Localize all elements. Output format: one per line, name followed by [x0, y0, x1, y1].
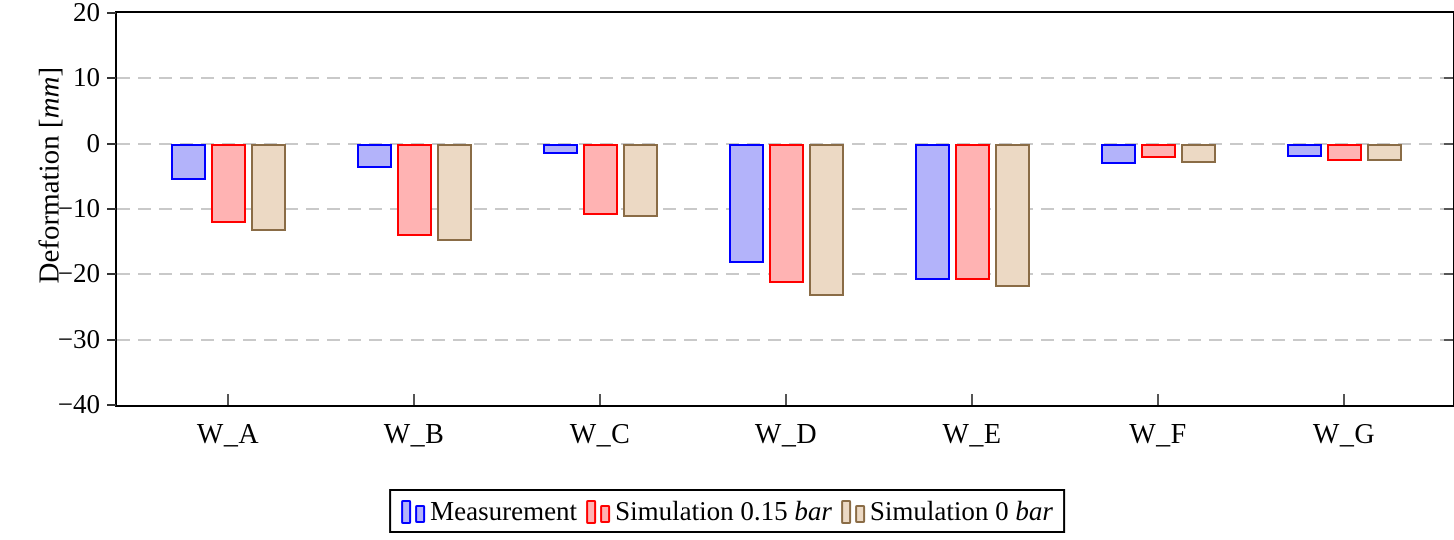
bar	[1286, 143, 1322, 158]
y-axis-tick	[107, 208, 116, 210]
bar	[250, 143, 286, 231]
bar	[210, 143, 246, 223]
bar	[994, 143, 1030, 287]
legend-label-part: Measurement	[430, 496, 578, 526]
legend-bar-swatch	[401, 500, 412, 524]
x-axis-tick	[1343, 394, 1345, 405]
legend-label-part: bar	[794, 496, 832, 526]
bar	[396, 143, 432, 236]
y-axis-tick	[107, 404, 116, 406]
bar	[582, 143, 618, 215]
x-axis-tick	[785, 394, 787, 405]
y-tick-label: 10	[73, 62, 100, 93]
bar	[170, 143, 206, 180]
legend-marker-icon	[840, 498, 865, 524]
legend-bar-swatch	[586, 500, 597, 524]
legend-bar-swatch	[415, 505, 426, 523]
y-axis-tick	[107, 77, 116, 80]
y-axis-tick	[107, 338, 116, 341]
legend-label-part: Simulation 0.15	[615, 496, 795, 526]
y-tick-label: −20	[57, 258, 100, 289]
gridline	[117, 77, 1453, 80]
x-axis-tick	[971, 394, 973, 405]
right-axis-tick	[1444, 273, 1453, 276]
legend-label: Simulation 0.15 bar	[615, 496, 832, 526]
y-axis-tick	[107, 12, 116, 14]
legend-marker-icon	[401, 498, 426, 524]
right-axis-tick	[1444, 142, 1453, 145]
y-axis-tick	[107, 142, 116, 145]
legend-item: Simulation 0 bar	[840, 496, 1053, 526]
bar	[1180, 143, 1216, 163]
right-axis-tick	[1444, 208, 1453, 210]
y-tick-label: 20	[73, 0, 100, 27]
y-tick-label: −40	[57, 389, 100, 419]
bar	[1100, 143, 1136, 164]
legend: Measurement Simulation 0.15 bar Simulation…	[389, 489, 1065, 533]
legend-item: Measurement	[401, 496, 577, 526]
y-tick-label: −30	[57, 323, 100, 354]
legend-label-part: bar	[1015, 496, 1053, 526]
bar	[914, 143, 950, 280]
x-axis-tick	[227, 394, 229, 405]
bar	[728, 143, 764, 263]
legend-marker-icon	[586, 498, 611, 524]
legend-item: Simulation 0.15 bar	[586, 496, 832, 526]
x-tick-label: W_E	[942, 419, 1002, 450]
legend-label: Measurement	[430, 496, 577, 526]
bar	[808, 143, 844, 296]
y-tick-label: 0	[86, 127, 101, 158]
bar	[542, 143, 578, 155]
legend-label: Simulation 0 bar	[870, 496, 1053, 526]
bar	[436, 143, 472, 241]
legend-label-part: Simulation 0	[869, 496, 1016, 526]
y-axis-tick	[107, 273, 116, 276]
x-axis-tick	[599, 394, 601, 405]
bar	[1140, 143, 1176, 159]
x-tick-label: W_C	[569, 419, 631, 450]
bar	[1366, 143, 1402, 162]
x-tick-label: W_F	[1129, 419, 1187, 450]
bar	[1326, 143, 1362, 162]
bar	[356, 143, 392, 168]
legend-bar-swatch	[600, 505, 611, 523]
y-tick-label: −10	[57, 193, 100, 223]
right-axis-tick	[1444, 338, 1453, 341]
legend-bar-swatch	[854, 505, 865, 523]
plot-area	[115, 11, 1454, 407]
bar	[768, 143, 804, 283]
x-tick-label: W_B	[383, 419, 445, 450]
gridline	[117, 338, 1453, 341]
legend-bar-swatch	[840, 500, 851, 524]
bar	[954, 143, 990, 280]
x-tick-label: W_A	[196, 419, 260, 450]
x-tick-label: W_D	[754, 419, 818, 450]
bar	[622, 143, 658, 217]
x-tick-label: W_G	[1312, 419, 1376, 450]
x-axis-tick	[1157, 394, 1159, 405]
right-axis-tick	[1444, 77, 1453, 80]
x-axis-tick	[413, 394, 415, 405]
